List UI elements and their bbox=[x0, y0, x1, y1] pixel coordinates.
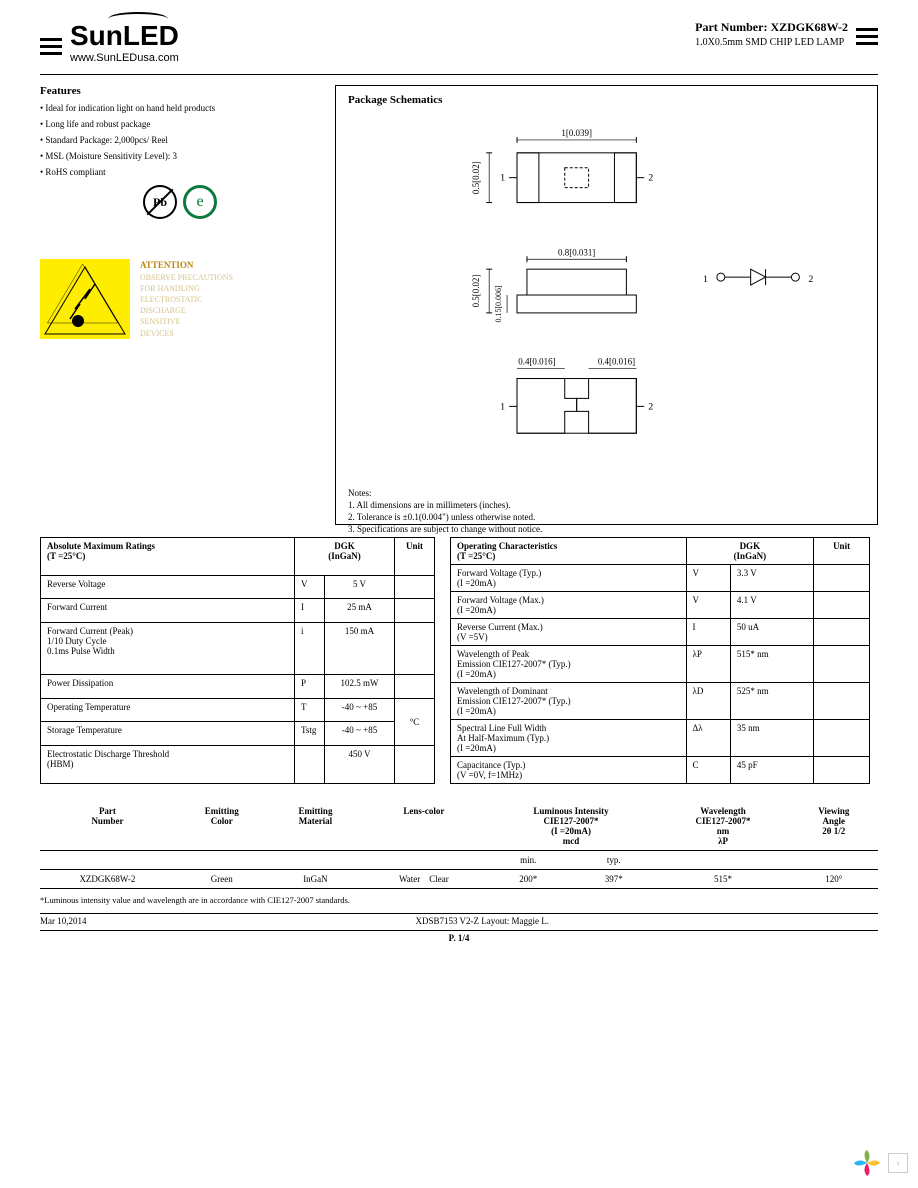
part-number: Part Number: XZDGK68W-2 bbox=[695, 20, 848, 35]
part-info: Part Number: XZDGK68W-2 1.0X0.5mm SMD CH… bbox=[695, 20, 848, 48]
svg-text:2: 2 bbox=[648, 173, 653, 184]
esd-triangle-icon bbox=[40, 259, 130, 339]
footer: Mar 10,2014 XDSB7153 V2-Z Layout: Maggie… bbox=[40, 913, 878, 926]
svg-text:0.8[0.031]: 0.8[0.031] bbox=[558, 247, 595, 257]
esd-block: ATTENTION OBSERVE PRECAUTIONS FOR HANDLI… bbox=[40, 259, 320, 339]
esd-line: DISCHARGE bbox=[140, 305, 233, 316]
feature-item: Long life and robust package bbox=[40, 119, 320, 129]
amr-param: Reverse Voltage bbox=[41, 575, 295, 599]
pinwheel-icon bbox=[852, 1148, 882, 1178]
svg-text:1: 1 bbox=[500, 401, 505, 412]
website-text: www.SunLEDusa.com bbox=[70, 52, 179, 64]
right-column: Package Schematics 1[0.039] 1 2 bbox=[335, 85, 878, 525]
svg-text:0.4[0.016]: 0.4[0.016] bbox=[598, 357, 635, 367]
amr-col-dgk: DGK(InGaN) bbox=[295, 538, 395, 576]
schematic-title: Package Schematics bbox=[348, 94, 865, 106]
amr-col-unit: Unit bbox=[395, 538, 435, 576]
oc-table: Operating Characteristics(T =25°C) DGK(I… bbox=[450, 537, 870, 784]
tables-row: Absolute Maximum Ratings(T =25°C) DGK(In… bbox=[40, 537, 878, 784]
svg-text:0.15[0.006]: 0.15[0.006] bbox=[494, 285, 503, 322]
note-item: 2. Tolerance is ±0.1(0.004") unless othe… bbox=[348, 512, 865, 522]
svg-text:0.5[0.02]: 0.5[0.02] bbox=[471, 275, 481, 308]
esd-line: ELECTROSTATIC bbox=[140, 294, 233, 305]
features-title: Features bbox=[40, 85, 320, 97]
esd-attention: ATTENTION bbox=[140, 259, 233, 272]
left-column: Features Ideal for indication light on h… bbox=[40, 85, 320, 525]
esd-line: SENSITIVE bbox=[140, 316, 233, 327]
page-number: P. 1/4 bbox=[40, 930, 878, 943]
feature-item: RoHS compliant bbox=[40, 167, 320, 177]
svg-text:1: 1 bbox=[500, 173, 505, 184]
header-left: SunLED www.SunLEDusa.com bbox=[40, 20, 179, 64]
footer-doc: XDSB7153 V2-Z Layout: Maggie L. bbox=[415, 916, 549, 926]
corner-nav: › bbox=[852, 1148, 908, 1178]
header: SunLED www.SunLEDusa.com Part Number: XZ… bbox=[40, 20, 878, 64]
svg-text:0.4[0.016]: 0.4[0.016] bbox=[518, 357, 555, 367]
header-rule bbox=[40, 74, 878, 75]
header-right: Part Number: XZDGK68W-2 1.0X0.5mm SMD CH… bbox=[695, 20, 878, 48]
features-list: Ideal for indication light on hand held … bbox=[40, 103, 320, 177]
part-description: 1.0X0.5mm SMD CHIP LED LAMP bbox=[695, 37, 848, 48]
schematic-notes: Notes: 1. All dimensions are in millimet… bbox=[348, 488, 865, 534]
note-item: 1. All dimensions are in millimeters (in… bbox=[348, 500, 865, 510]
pb-free-icon: Pb bbox=[143, 185, 177, 219]
esd-line: DEVICES bbox=[140, 328, 233, 339]
svg-text:2: 2 bbox=[808, 274, 813, 285]
footnote: *Luminous intensity value and wavelength… bbox=[40, 895, 878, 905]
menu-icon[interactable] bbox=[40, 38, 62, 55]
menu-icon-right[interactable] bbox=[856, 28, 878, 45]
amr-table: Absolute Maximum Ratings(T =25°C) DGK(In… bbox=[40, 537, 435, 784]
compliance-icons: Pb e bbox=[40, 185, 320, 219]
characteristics-table: Part Number Emitting Color Emitting Mate… bbox=[40, 802, 878, 889]
schematic-box: Package Schematics 1[0.039] 1 2 bbox=[335, 85, 878, 525]
esd-line: FOR HANDLING bbox=[140, 283, 233, 294]
note-item: 3. Specifications are subject to change … bbox=[348, 524, 865, 534]
svg-text:1[0.039]: 1[0.039] bbox=[561, 128, 592, 138]
svg-text:1: 1 bbox=[703, 274, 708, 285]
schematic-area: 1[0.039] 1 2 0.5[0.02] bbox=[348, 112, 865, 482]
oc-title: Operating Characteristics(T =25°C) bbox=[451, 538, 687, 565]
feature-item: Ideal for indication light on hand held … bbox=[40, 103, 320, 113]
esd-text: ATTENTION OBSERVE PRECAUTIONS FOR HANDLI… bbox=[140, 259, 233, 339]
rohs-icon: e bbox=[183, 185, 217, 219]
content-row: Features Ideal for indication light on h… bbox=[40, 85, 878, 525]
amr-title: Absolute Maximum Ratings(T =25°C) bbox=[41, 538, 295, 576]
svg-text:2: 2 bbox=[648, 401, 653, 412]
notes-title: Notes: bbox=[348, 488, 865, 498]
feature-item: Standard Package: 2,000pcs/ Reel bbox=[40, 135, 320, 145]
footer-date: Mar 10,2014 bbox=[40, 916, 87, 926]
logo: SunLED bbox=[70, 20, 179, 52]
svg-text:0.5[0.02]: 0.5[0.02] bbox=[471, 161, 481, 194]
esd-line: OBSERVE PRECAUTIONS bbox=[140, 272, 233, 283]
logo-block: SunLED www.SunLEDusa.com bbox=[70, 20, 179, 64]
feature-item: MSL (Moisture Sensitivity Level): 3 bbox=[40, 151, 320, 161]
next-arrow-icon[interactable]: › bbox=[888, 1153, 908, 1173]
